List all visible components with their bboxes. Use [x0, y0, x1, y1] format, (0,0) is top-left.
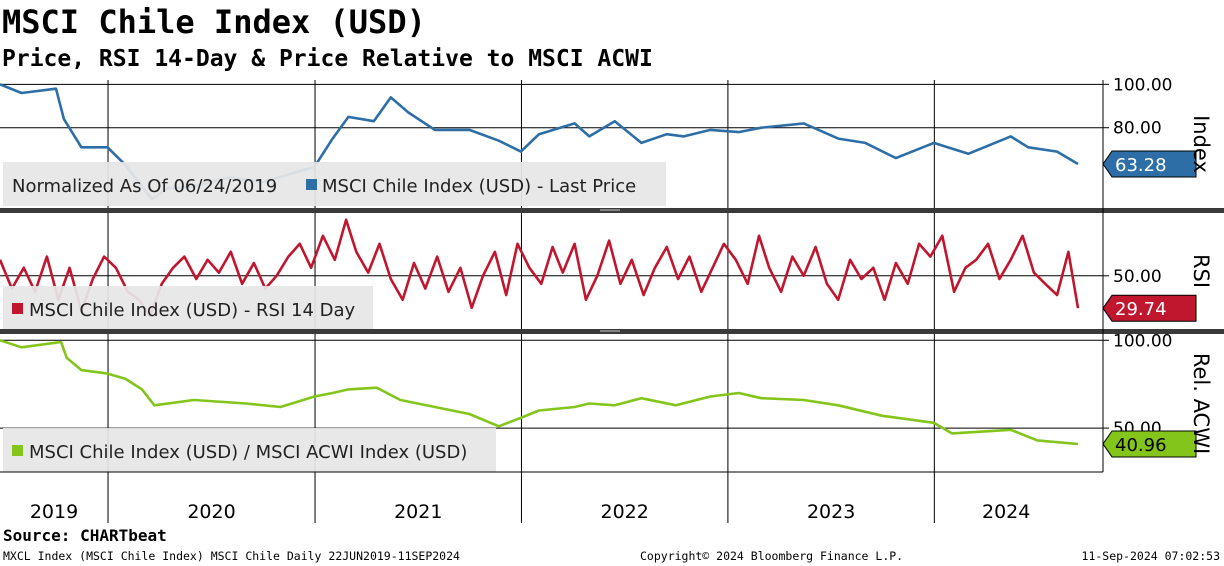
- last-value-label: 40.96: [1115, 435, 1167, 456]
- footer-timestamp: 11-Sep-2024 07:02:53: [1081, 549, 1220, 563]
- legend-box: [3, 162, 666, 206]
- x-tick-label: 2024: [982, 501, 1030, 523]
- legend-entry: MSCI Chile Index (USD) - Last Price: [322, 176, 636, 197]
- legend-note: Normalized As Of 06/24/2019: [12, 176, 277, 197]
- x-tick-label: 2022: [601, 501, 649, 523]
- x-tick-label: 2019: [30, 501, 78, 523]
- last-value-tag: [1102, 294, 1197, 322]
- panel-axis-title: RSI: [1189, 254, 1213, 288]
- y-tick-label: 50.00: [1113, 267, 1162, 287]
- x-tick-label: 2021: [394, 501, 442, 523]
- last-value-label: 63.28: [1115, 155, 1167, 176]
- footer-security-info: MXCL Index (MSCI Chile Index) MSCI Chile…: [3, 549, 460, 563]
- last-value-label: 29.74: [1115, 299, 1167, 320]
- series-line-relative: [0, 339, 1079, 446]
- y-tick-label: 100.00: [1113, 331, 1172, 351]
- panel-axis-title: Rel. ACWI: [1189, 353, 1213, 454]
- chart-title: MSCI Chile Index (USD): [2, 3, 426, 41]
- legend-entry: MSCI Chile Index (USD) - RSI 14 Day: [29, 300, 356, 321]
- y-tick-label: 100.00: [1113, 75, 1172, 95]
- last-value-tag: [1102, 430, 1197, 458]
- legend-box: [3, 428, 496, 472]
- chart-subtitle: Price, RSI 14-Day & Price Relative to MS…: [2, 46, 653, 72]
- legend-swatch: [12, 445, 23, 456]
- x-tick-label: 2020: [187, 501, 235, 523]
- source-note: Source: CHARTbeat: [3, 526, 167, 545]
- y-tick-label: 80.00: [1113, 119, 1162, 139]
- legend-swatch: [306, 179, 317, 190]
- footer-copyright: Copyright© 2024 Bloomberg Finance L.P.: [640, 549, 904, 563]
- last-value-tag: [1102, 150, 1197, 178]
- x-tick-label: 2023: [807, 501, 855, 523]
- legend-swatch: [12, 303, 23, 314]
- legend-box: [3, 286, 373, 330]
- series-line-rsi: [0, 218, 1080, 318]
- legend-entry: MSCI Chile Index (USD) / MSCI ACWI Index…: [29, 442, 467, 463]
- panel-axis-title: Index: [1189, 115, 1213, 173]
